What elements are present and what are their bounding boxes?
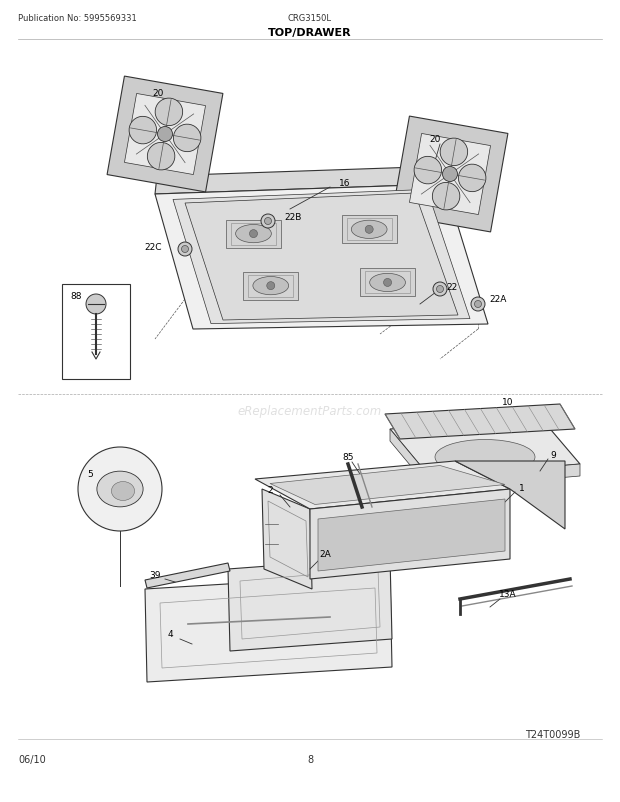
Polygon shape [155, 167, 447, 195]
Text: 20: 20 [153, 89, 164, 99]
Polygon shape [342, 216, 397, 244]
Circle shape [178, 243, 192, 257]
Polygon shape [145, 563, 230, 588]
Circle shape [249, 230, 257, 238]
Ellipse shape [352, 221, 387, 239]
Circle shape [436, 286, 443, 294]
Polygon shape [145, 574, 392, 683]
Circle shape [265, 218, 272, 225]
Text: 88: 88 [70, 292, 81, 301]
Text: 5: 5 [87, 470, 93, 479]
Text: 22B: 22B [285, 213, 302, 222]
Circle shape [78, 448, 162, 532]
Text: 2A: 2A [319, 550, 331, 559]
Text: Publication No: 5995569331: Publication No: 5995569331 [18, 14, 137, 23]
Text: 39: 39 [149, 571, 161, 580]
Text: 9: 9 [550, 451, 556, 460]
Circle shape [86, 294, 106, 314]
Circle shape [433, 282, 447, 297]
Ellipse shape [174, 125, 201, 152]
Text: CRG3150L: CRG3150L [288, 14, 332, 23]
Polygon shape [455, 461, 565, 529]
Ellipse shape [414, 157, 441, 184]
Text: 20: 20 [429, 134, 441, 144]
Circle shape [157, 128, 172, 142]
Text: 22A: 22A [489, 295, 507, 304]
Polygon shape [390, 429, 430, 489]
Ellipse shape [148, 144, 175, 171]
Text: 06/10: 06/10 [18, 754, 46, 764]
Polygon shape [318, 500, 505, 571]
Text: 1: 1 [519, 484, 525, 493]
Polygon shape [125, 95, 206, 176]
Ellipse shape [432, 183, 460, 211]
Text: 8: 8 [307, 754, 313, 764]
Ellipse shape [440, 139, 467, 166]
Polygon shape [243, 273, 298, 300]
Text: 13A: 13A [499, 589, 517, 599]
Ellipse shape [370, 274, 405, 292]
Text: 10: 10 [502, 398, 514, 407]
Text: 22: 22 [446, 282, 458, 291]
Polygon shape [185, 194, 458, 321]
Polygon shape [385, 404, 575, 439]
Polygon shape [107, 77, 223, 192]
Ellipse shape [253, 277, 289, 295]
Circle shape [474, 301, 482, 308]
Text: eReplacementParts.com: eReplacementParts.com [238, 404, 382, 418]
Circle shape [471, 298, 485, 312]
Ellipse shape [236, 225, 272, 243]
Polygon shape [255, 461, 510, 509]
Circle shape [384, 279, 392, 287]
Polygon shape [390, 418, 580, 477]
Polygon shape [310, 489, 510, 579]
Text: 2: 2 [267, 486, 273, 495]
Polygon shape [430, 464, 580, 489]
Polygon shape [360, 269, 415, 297]
Text: 85: 85 [342, 453, 354, 462]
Circle shape [267, 282, 275, 290]
Circle shape [365, 226, 373, 234]
Ellipse shape [155, 99, 183, 127]
Ellipse shape [129, 117, 157, 144]
Circle shape [261, 215, 275, 229]
Text: 16: 16 [339, 180, 351, 188]
Text: T24T0099B: T24T0099B [525, 729, 580, 739]
Text: 22C: 22C [144, 243, 162, 252]
Text: 4: 4 [167, 630, 173, 638]
Polygon shape [228, 557, 392, 651]
Polygon shape [262, 489, 312, 589]
Ellipse shape [112, 482, 135, 500]
Circle shape [182, 246, 188, 253]
Polygon shape [409, 134, 490, 215]
Polygon shape [155, 184, 488, 330]
Polygon shape [270, 466, 505, 505]
Circle shape [443, 168, 458, 182]
Polygon shape [62, 285, 130, 379]
Ellipse shape [458, 165, 486, 192]
Ellipse shape [435, 440, 535, 475]
Polygon shape [226, 221, 281, 249]
Polygon shape [392, 117, 508, 233]
Ellipse shape [97, 472, 143, 507]
Text: TOP/DRAWER: TOP/DRAWER [268, 28, 352, 38]
Polygon shape [173, 190, 470, 324]
